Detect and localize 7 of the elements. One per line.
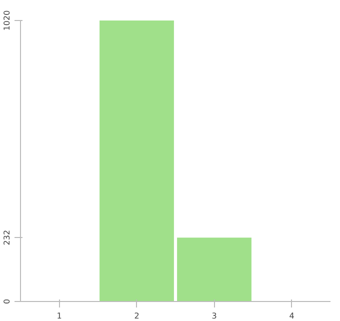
- y-tick-label: 232: [2, 230, 12, 246]
- x-tick-label: 2: [134, 312, 140, 320]
- y-tick-label: 0: [2, 298, 12, 304]
- x-tick-label: 1: [56, 312, 62, 320]
- y-tick-label: 1020: [2, 10, 12, 31]
- x-tick-label: 4: [289, 312, 294, 320]
- x-tick-label: 3: [212, 312, 217, 320]
